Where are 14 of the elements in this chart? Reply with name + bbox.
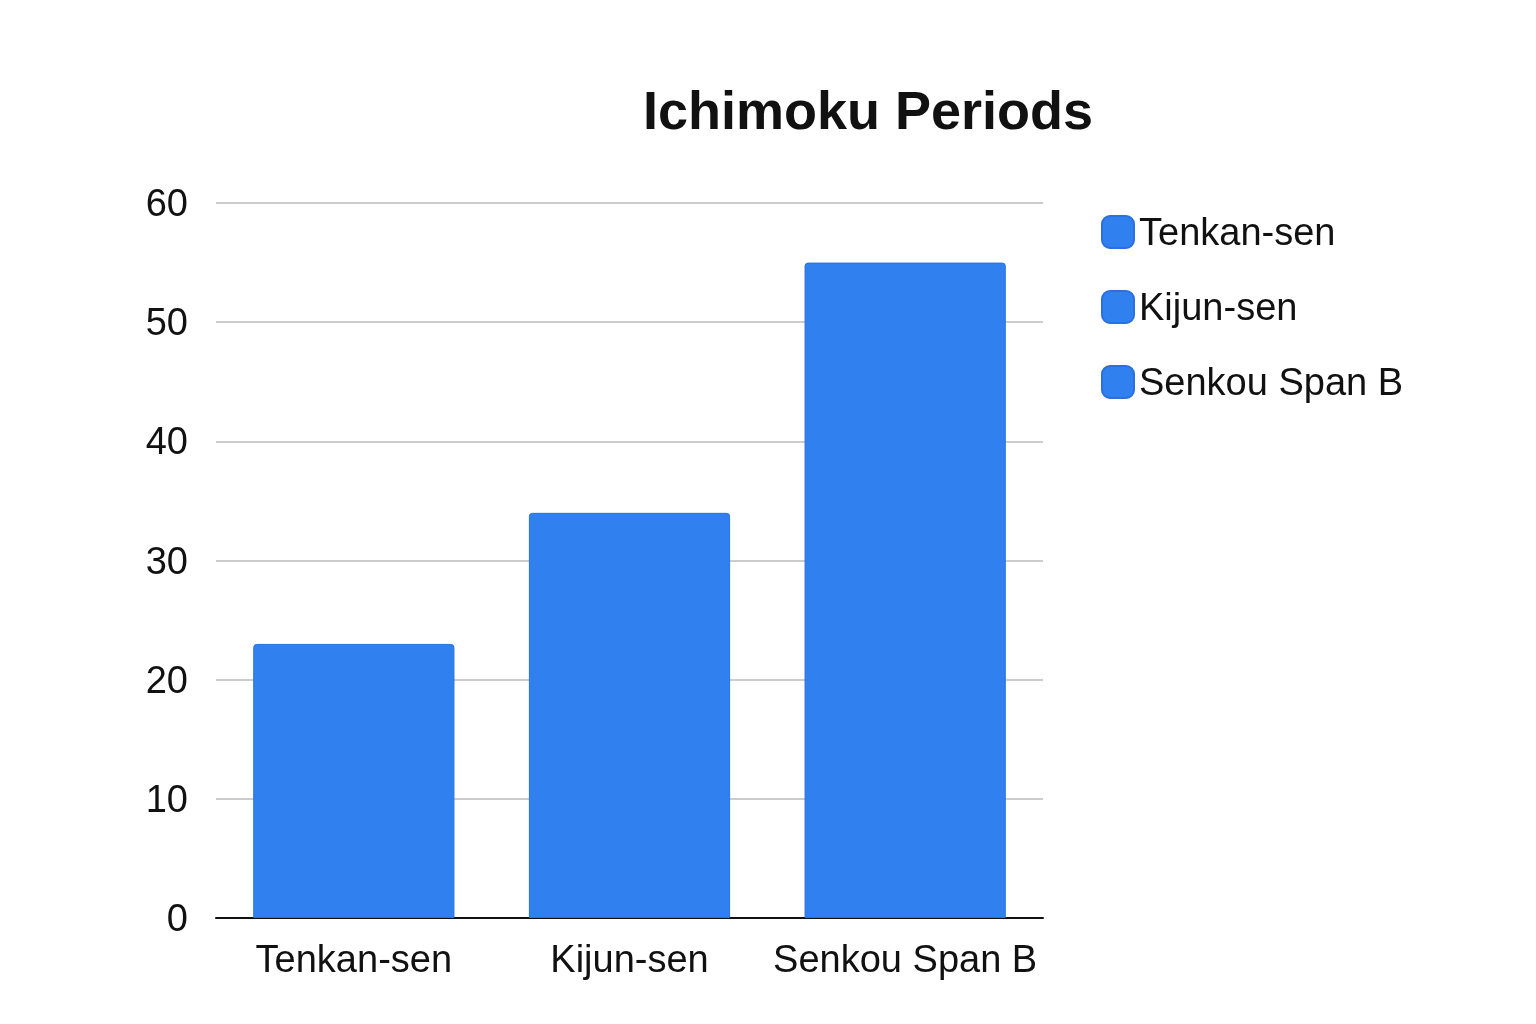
legend-label: Senkou Span B: [1139, 361, 1404, 403]
y-tick-label: 10: [145, 777, 188, 820]
x-tick-label: Kijun-sen: [550, 938, 709, 980]
legend-label: Kijun-sen: [1139, 286, 1298, 328]
legend-label: Tenkan-sen: [1139, 211, 1336, 253]
y-tick-label: 30: [145, 539, 188, 582]
x-tick-label: Tenkan-sen: [255, 938, 453, 980]
y-tick-label: 50: [145, 301, 188, 344]
y-tick-label: 60: [145, 182, 188, 224]
y-tick-label: 20: [145, 658, 188, 701]
y-tick-label: 0: [166, 897, 188, 939]
chart-title: Ichimoku Periods: [643, 80, 1094, 140]
y-tick-label: 40: [145, 420, 188, 463]
x-tick-label: Senkou Span B: [773, 938, 1038, 980]
